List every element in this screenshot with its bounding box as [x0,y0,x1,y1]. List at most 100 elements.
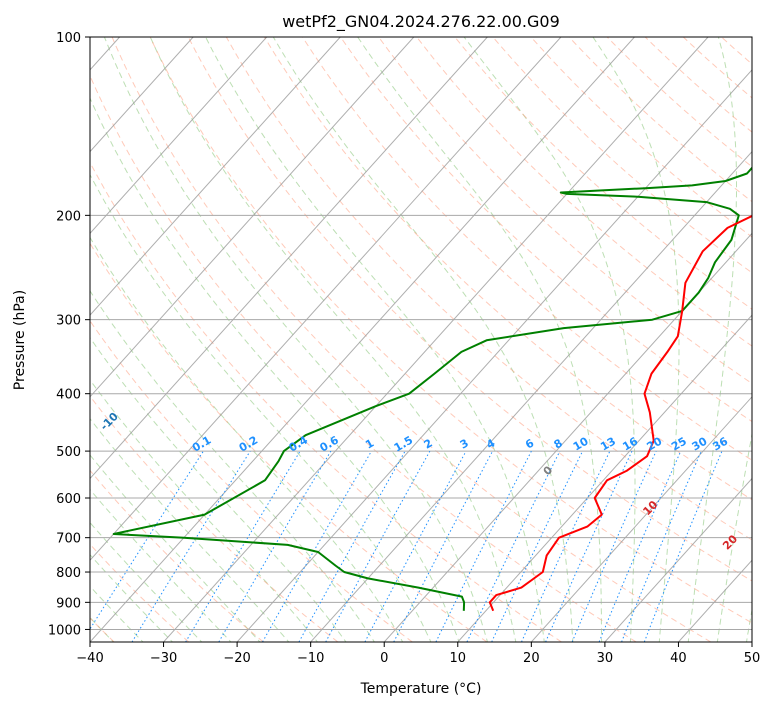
isotherm-line [90,37,635,642]
dry-adiabat-line [90,74,637,642]
x-tick-label: −40 [76,651,103,666]
mixing-ratio-label: 3 [458,437,471,452]
mixing-ratio-line [621,450,702,642]
y-axis-label: Pressure (hPa) [12,290,28,390]
mixing-ratio-line [545,450,633,642]
dewpoint-profile-line [112,166,752,611]
x-axis-ticks: −40 −30 −20 −10 0 10 20 30 40 50 [76,642,760,666]
dry-adiabat-line [454,37,752,310]
isotherm-line [90,37,268,235]
dry-adiabat-line [606,37,752,168]
mixing-ratio-line [298,450,406,642]
dry-adiabat-line [416,37,752,347]
x-tick-label: 0 [380,651,388,666]
moist-adiabat-line [745,607,752,642]
isotherm-line [383,232,752,642]
mixing-ratio-label: 2 [422,437,435,452]
x-tick-label: −10 [297,651,324,666]
mixing-ratio-line [598,450,682,642]
dry-adiabat-line [378,37,752,385]
dry-adiabat-line [340,37,752,423]
plot-frame [89,36,753,643]
x-tick-label: 50 [744,651,761,666]
mixing-ratio-line [571,450,657,642]
moist-adiabats [90,37,752,642]
y-tick-label: 900 [56,596,81,611]
dry-adiabat-line [187,37,752,582]
mixing-ratio-line [466,450,561,642]
dry-adiabat-line [90,319,413,642]
isotherm-line [90,37,562,562]
dry-adiabat-line [90,242,488,642]
moist-adiabat-label: 20 [720,532,740,552]
dry-adiabat-label: -10 [98,410,121,433]
y-tick-label: 800 [56,566,81,581]
y-axis-ticks: 100 200 300 400 500 600 700 800 900 1000 [48,31,90,638]
dry-adiabats [90,37,752,642]
dry-adiabat-line [90,395,339,642]
mixing-ratio-label: 4 [484,436,497,451]
mixing-ratio-label: 6 [523,436,536,451]
moist-adiabat-line [90,173,432,642]
moist-adiabat-line [90,236,404,642]
y-tick-label: 1000 [48,623,81,638]
dry-adiabat-line [90,469,264,642]
mixing-ratio-line [131,450,251,642]
mixing-ratio-line [491,450,584,642]
moist-adiabat-line [90,521,203,642]
y-tick-label: 100 [56,31,81,46]
isotherms [90,37,752,642]
moist-adiabat-line [90,336,347,642]
isotherm-line [90,37,341,316]
isotherm-line [530,396,752,642]
mixing-ratio-line [185,450,301,642]
moist-adiabat-line [716,431,752,642]
isotherm-line [678,559,752,642]
dry-adiabat-line [568,37,752,203]
x-tick-label: 40 [670,651,687,666]
moist-adiabat-line [103,37,489,642]
temperature-profile-line [488,214,752,612]
mixing-ratio-line [393,450,494,642]
isotherm-line [90,37,194,153]
mixing-ratio-line [521,450,611,642]
dry-adiabat-line [644,37,752,133]
x-axis-label: Temperature (°C) [360,681,482,697]
moist-adiabat-line [90,454,261,642]
mixing-ratio-line [435,450,532,642]
isotherm-line [457,314,752,642]
isotherm-line [310,150,752,642]
mixing-ratio-line [643,450,723,642]
mixing-ratio-lines [90,450,723,642]
moist-adiabat-line [90,488,232,642]
y-tick-label: 300 [56,314,81,329]
x-tick-label: −20 [223,651,250,666]
y-tick-label: 200 [56,209,81,224]
isotherm-line [236,69,752,642]
x-tick-label: 10 [450,651,467,666]
isotherm-line [751,641,752,642]
x-tick-label: −30 [150,651,177,666]
mixing-ratio-line [364,450,467,642]
x-tick-label: 30 [597,651,614,666]
moist-adiabat-line [205,37,545,642]
profiles [112,166,752,612]
isotherm-line [90,37,415,398]
y-tick-label: 600 [56,492,81,507]
isotherm-line [90,37,488,480]
mixing-ratio-line [262,450,372,642]
isobars [90,37,752,630]
mixing-ratio-line [325,450,431,642]
isotherm-line [163,37,709,642]
dry-adiabat-line [149,37,752,624]
dry-adiabat-line [263,37,752,501]
isotherm-line [604,477,752,642]
chart-title: wetPf2_GN04.2024.276.22.00.G09 [282,12,560,32]
dry-adiabat-line [90,543,190,642]
dry-adiabat-line [530,37,752,238]
mixing-ratio-line [90,450,204,630]
dry-adiabat-line [111,37,712,642]
dry-adiabat-line [225,37,752,541]
dry-adiabat-line [90,161,562,642]
